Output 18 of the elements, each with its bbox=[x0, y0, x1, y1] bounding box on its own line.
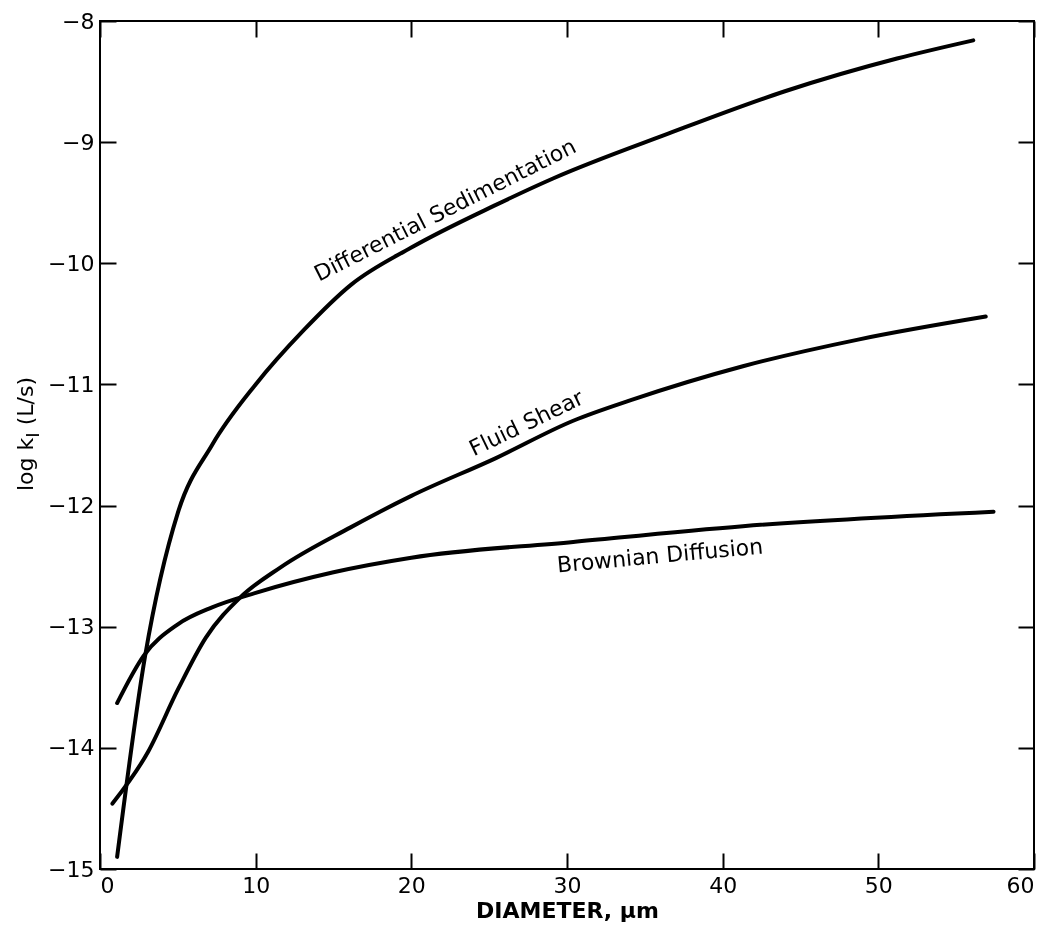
text: Fluid Shear bbox=[465, 384, 589, 462]
x-tick-label: 30 bbox=[553, 872, 582, 898]
x-tick-label: 0 bbox=[100, 872, 115, 898]
y-tick-label: −15 bbox=[48, 856, 95, 882]
y-tick-label: −9 bbox=[62, 129, 95, 155]
y-tick-label: −8 bbox=[62, 8, 95, 34]
y-tick-label: −12 bbox=[48, 493, 95, 519]
x-axis-title: DIAMETER, μm bbox=[476, 897, 659, 923]
y-tick-label: −11 bbox=[48, 371, 95, 397]
x-tick-label: 20 bbox=[397, 872, 426, 898]
y-tick-label: −10 bbox=[48, 250, 95, 276]
y-tick-label: −13 bbox=[48, 614, 95, 640]
text: Brownian Diffusion bbox=[555, 533, 765, 578]
x-tick-label: 10 bbox=[242, 872, 271, 898]
x-tick-label: 60 bbox=[1006, 872, 1035, 898]
y-tick-label: −14 bbox=[48, 735, 95, 761]
x-tick-label: 50 bbox=[864, 872, 893, 898]
x-tick-label: 40 bbox=[709, 872, 738, 898]
